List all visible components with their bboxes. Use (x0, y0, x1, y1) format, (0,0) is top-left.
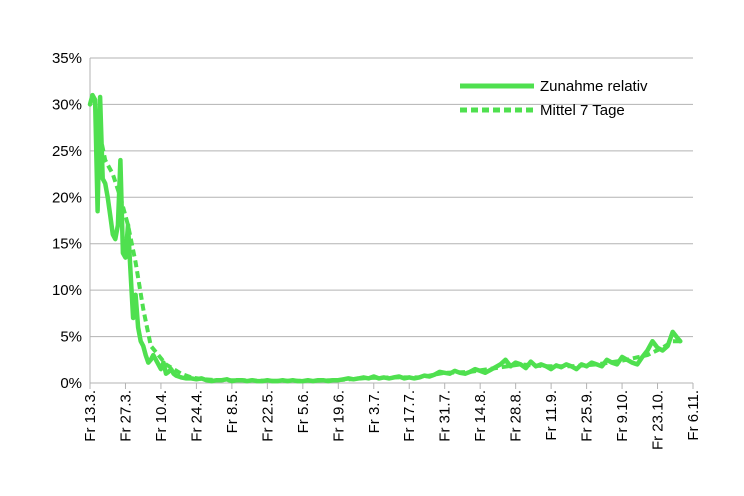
axes (89, 58, 694, 389)
x-tick-label: Fr 25.9. (579, 390, 596, 442)
x-tick-label: Fr 5.6. (295, 390, 312, 433)
y-tick-label: 10% (52, 282, 82, 299)
x-tick-label: Fr 13.3. (82, 390, 99, 442)
x-tick-label: Fr 19.6. (330, 390, 347, 442)
x-tick-label: Fr 3.7. (366, 390, 383, 433)
x-tick-label: Fr 10.4. (153, 390, 170, 442)
x-tick-label: Fr 23.10. (650, 390, 667, 450)
y-tick-label: 0% (60, 375, 82, 392)
y-tick-label: 20% (52, 189, 82, 206)
x-tick-label: Fr 11.9. (543, 390, 560, 441)
y-tick-labels: 0% 5% 10% 15% 20% 25% 30% 35% (52, 50, 82, 392)
series-line-mittel-7-tage (95, 122, 681, 383)
y-tick-label: 15% (52, 236, 82, 253)
x-tick-labels: Fr 13.3. Fr 27.3. Fr 10.4. Fr 24.4. Fr 8.5. F… (82, 390, 702, 450)
legend-label-mittel-7-tage: Mittel 7 Tage (540, 102, 625, 119)
x-tick-label: Fr 24.4. (188, 390, 205, 442)
x-tick-label: Fr 17.7. (401, 390, 418, 442)
x-tick-label: Fr 27.3. (117, 390, 134, 442)
grid-lines (90, 57, 693, 384)
x-tick-label: Fr 22.5. (259, 390, 276, 442)
x-tick-label: Fr 14.8. (472, 390, 489, 442)
legend-label-zunahme-relativ: Zunahme relativ (540, 78, 648, 95)
x-tick-label: Fr 8.5. (224, 390, 241, 433)
y-tick-label: 25% (52, 143, 82, 160)
x-tick-label: Fr 6.11. (685, 390, 702, 441)
x-tick-label: Fr 9.10. (614, 390, 631, 442)
x-tick-label: Fr 28.8. (508, 390, 525, 442)
x-tick-label: Fr 31.7. (437, 390, 454, 442)
legend: Zunahme relativ Mittel 7 Tage (460, 78, 648, 119)
y-tick-label: 30% (52, 96, 82, 113)
y-tick-label: 35% (52, 50, 82, 67)
y-tick-label: 5% (60, 329, 82, 346)
series-lines (87, 92, 683, 384)
series-line-zunahme-relativ (87, 92, 683, 384)
